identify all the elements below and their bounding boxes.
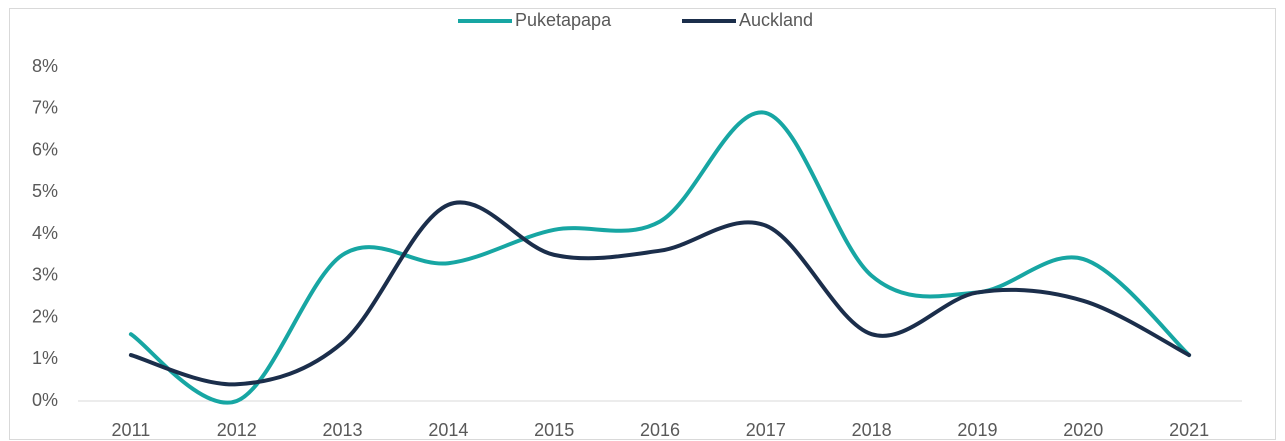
x-tick-label: 2016: [640, 420, 680, 440]
y-tick-label: 3%: [32, 265, 58, 285]
y-tick-label: 0%: [32, 390, 58, 410]
x-tick-label: 2012: [217, 420, 257, 440]
y-tick-label: 6%: [32, 139, 58, 159]
y-tick-label: 1%: [32, 348, 58, 368]
x-tick-label: 2021: [1169, 420, 1209, 440]
y-tick-label: 2%: [32, 306, 58, 326]
x-tick-label: 2011: [112, 420, 151, 440]
series-line: [128, 200, 1192, 387]
x-tick-label: 2013: [323, 420, 363, 440]
x-tick-label: 2020: [1063, 420, 1103, 440]
y-tick-label: 8%: [32, 56, 58, 76]
x-tick-label: 2018: [852, 420, 892, 440]
y-tick-label: 4%: [32, 223, 58, 243]
x-tick-label: 2015: [534, 420, 574, 440]
series-line: [128, 110, 1192, 405]
chart-border: [9, 8, 1276, 440]
legend-label: Auckland: [739, 10, 813, 30]
y-tick-label: 7%: [32, 98, 58, 118]
x-tick-label: 2014: [428, 420, 468, 440]
x-tick-label: 2017: [746, 420, 786, 440]
x-tick-label: 2019: [957, 420, 997, 440]
legend-label: Puketapapa: [515, 10, 612, 30]
y-tick-label: 5%: [32, 181, 58, 201]
